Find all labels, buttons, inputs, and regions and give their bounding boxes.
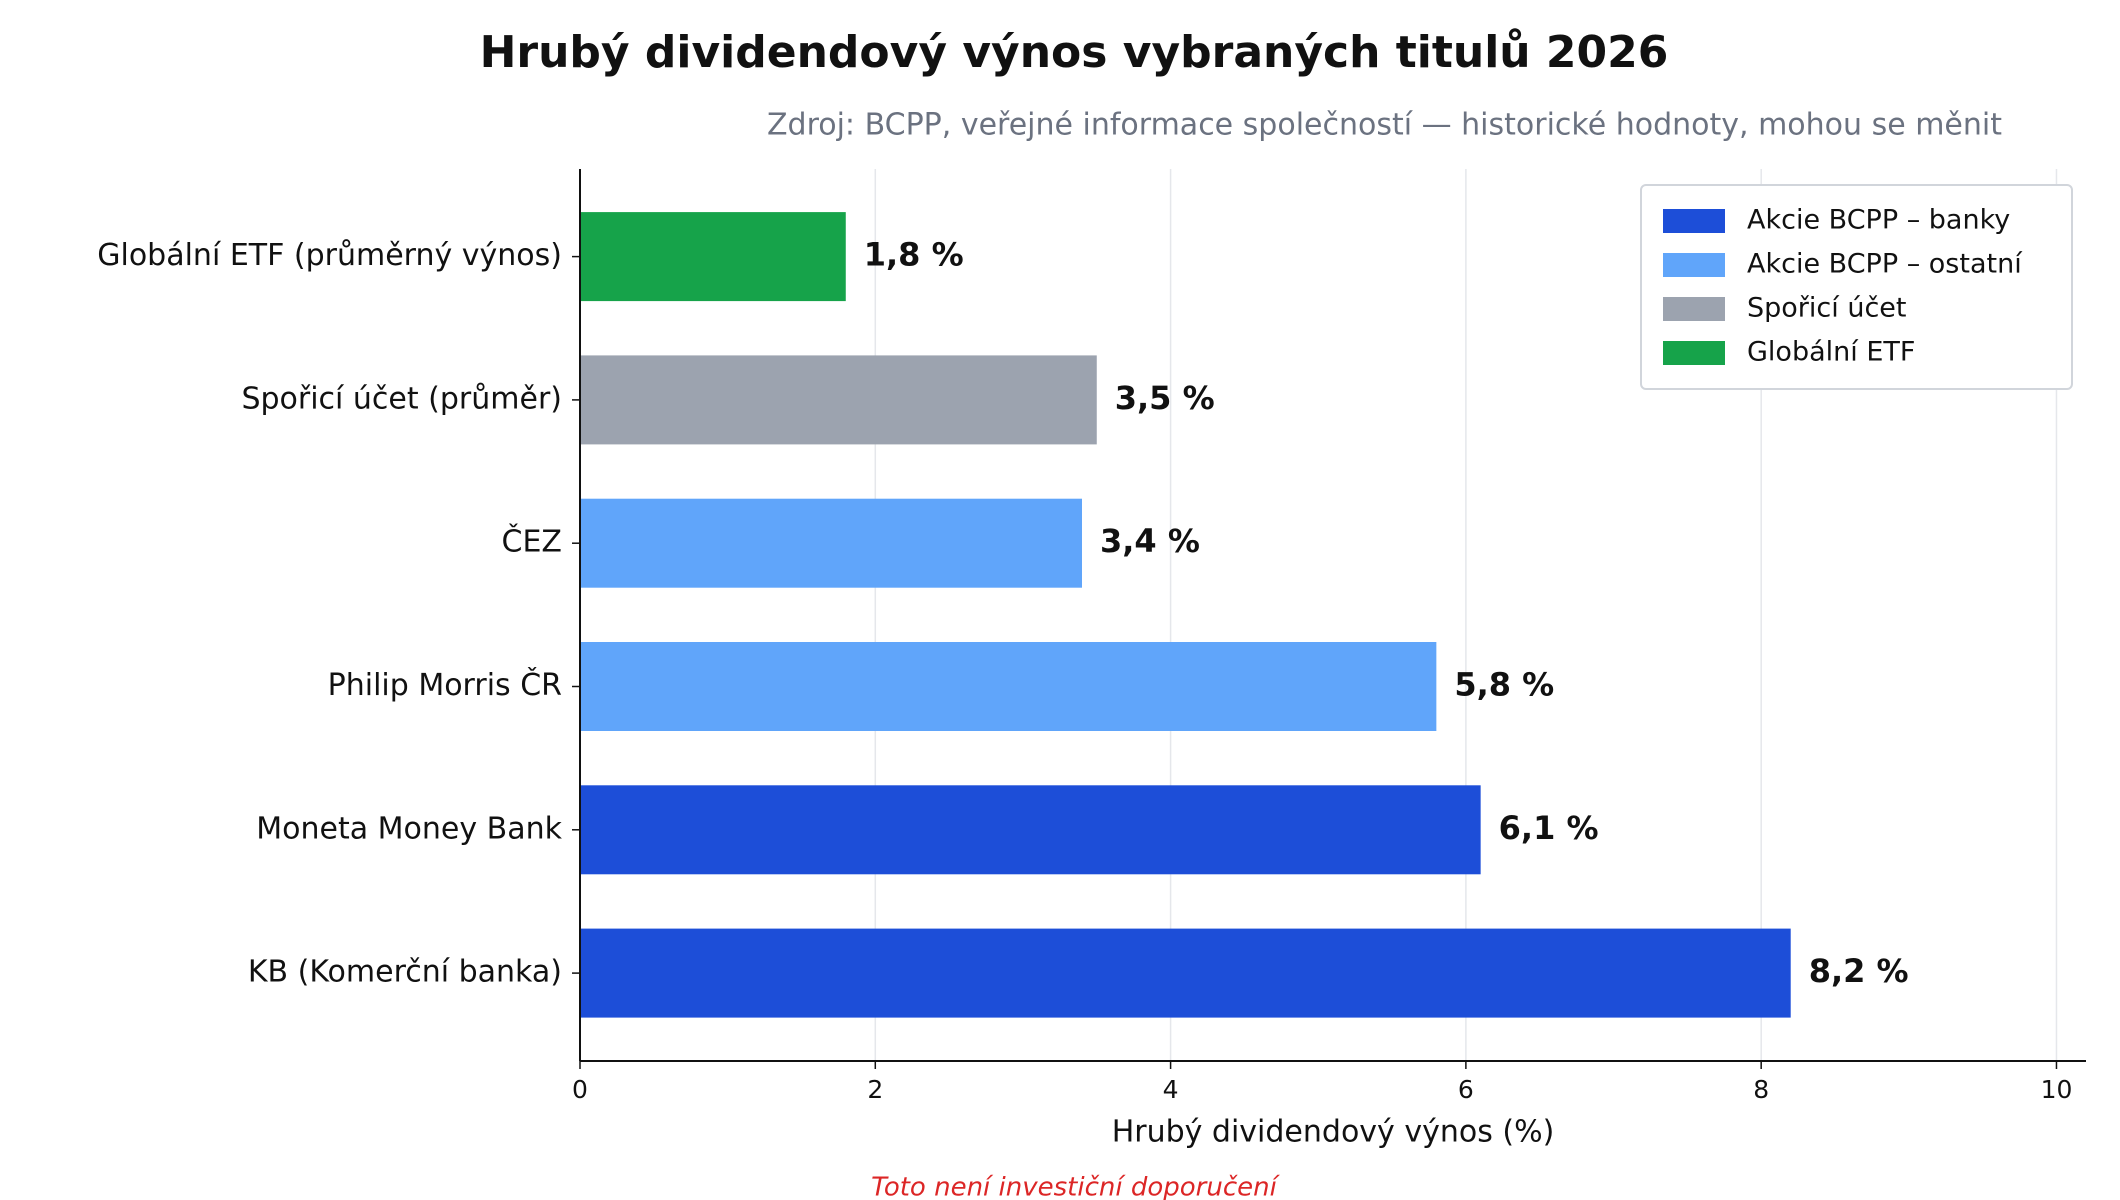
bar xyxy=(580,642,1437,731)
value-label: 3,5 % xyxy=(1115,379,1215,417)
bar xyxy=(580,498,1082,588)
legend-label: Akcie BCPP – ostatní xyxy=(1747,249,2023,280)
x-tick-label: 10 xyxy=(2041,1075,2073,1104)
chart-subtitle: Zdroj: BCPP, veřejné informace společnos… xyxy=(767,108,2002,143)
bar xyxy=(580,355,1097,445)
x-tick-label: 8 xyxy=(1753,1075,1769,1104)
legend-swatch xyxy=(1663,341,1725,365)
legend-swatch xyxy=(1663,297,1725,321)
x-tick-label: 2 xyxy=(867,1075,883,1104)
bar xyxy=(580,212,846,302)
x-tick-label: 6 xyxy=(1458,1075,1474,1104)
x-axis-label: Hrubý dividendový výnos (%) xyxy=(1112,1115,1555,1150)
x-tick-label: 0 xyxy=(572,1075,588,1104)
bar xyxy=(580,928,1791,1018)
value-label: 1,8 % xyxy=(864,236,964,274)
value-label: 8,2 % xyxy=(1809,952,1909,990)
legend-swatch xyxy=(1663,253,1725,277)
legend-swatch xyxy=(1663,209,1725,233)
value-label: 3,4 % xyxy=(1100,522,1200,560)
legend-label: Globální ETF xyxy=(1747,337,1915,368)
value-label: 5,8 % xyxy=(1454,666,1554,704)
value-label: 6,1 % xyxy=(1499,809,1599,847)
legend-label: Akcie BCPP – banky xyxy=(1747,205,2010,236)
legend-box xyxy=(1640,184,2073,390)
bar xyxy=(580,785,1481,875)
legend-label: Spořicí účet xyxy=(1747,293,1906,324)
footnote: Toto není investiční doporučení xyxy=(871,1173,1280,1200)
chart-title: Hrubý dividendový výnos vybraných titulů… xyxy=(480,27,1669,78)
y-tick-label: Philip Morris ČR xyxy=(328,666,562,703)
y-tick-label: Globální ETF (průměrný výnos) xyxy=(97,238,562,273)
y-tick-label: ČEZ xyxy=(502,523,562,560)
y-tick-label: KB (Komerční banka) xyxy=(248,955,562,990)
y-tick-label: Moneta Money Bank xyxy=(256,811,562,846)
y-tick-label: Spořicí účet (průměr) xyxy=(241,381,562,416)
x-tick-label: 4 xyxy=(1163,1075,1179,1104)
